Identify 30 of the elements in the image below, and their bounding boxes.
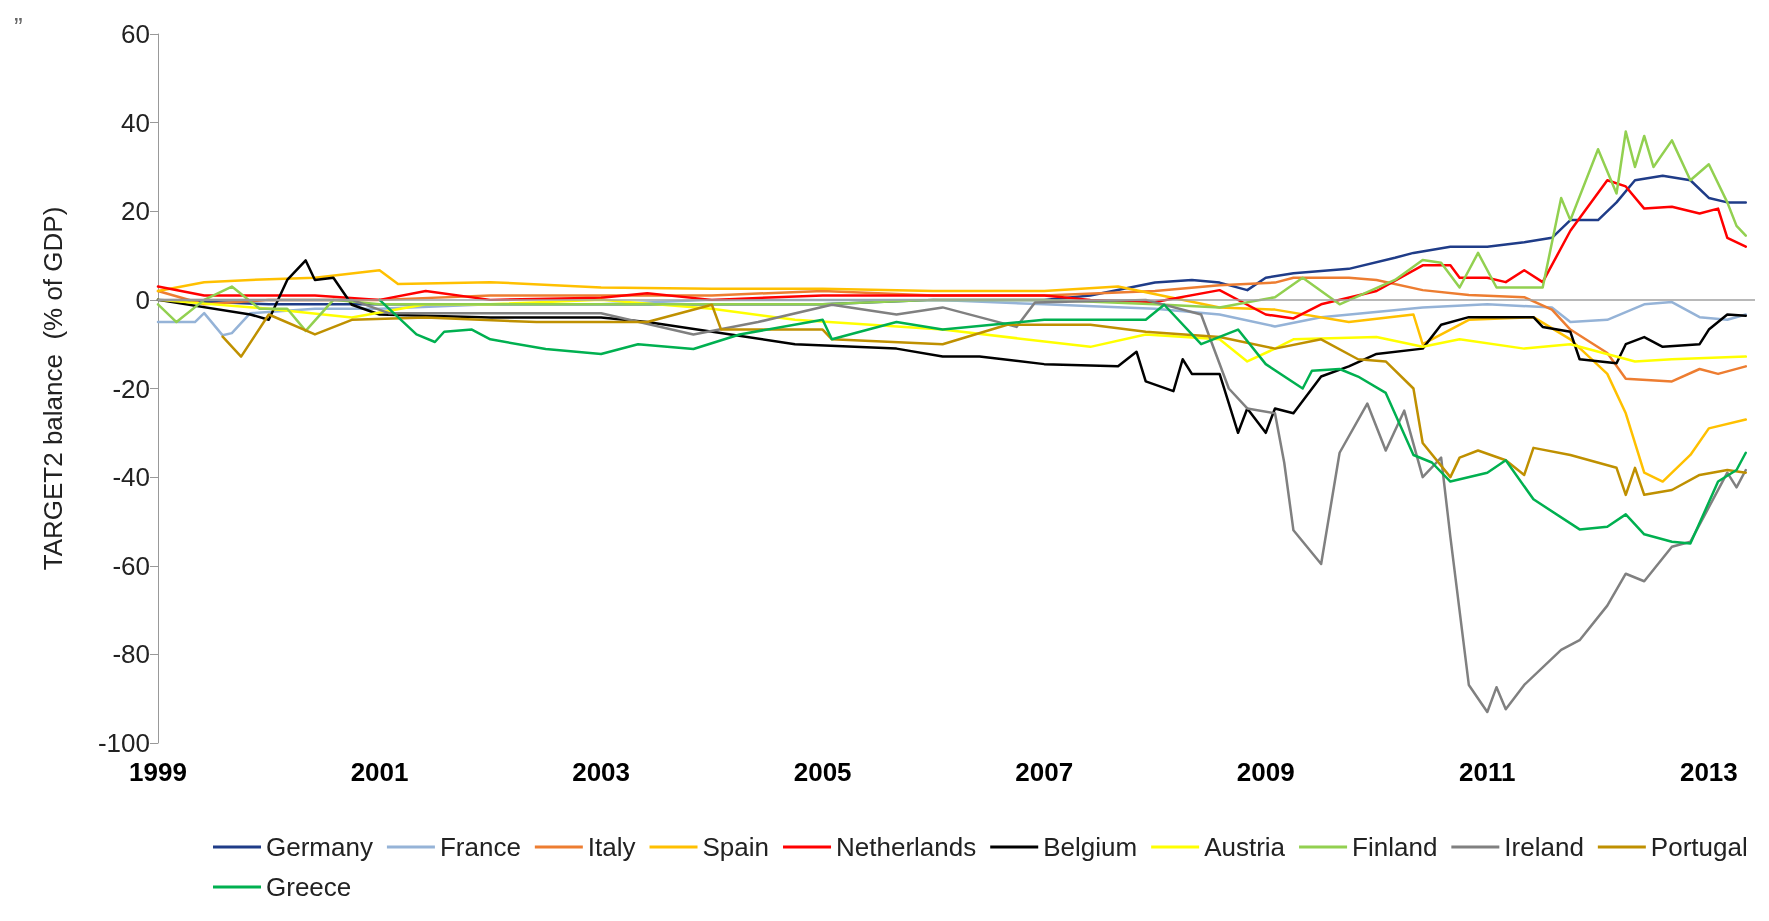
legend-label: Italy: [587, 832, 636, 862]
y-tick-label: 40: [121, 107, 150, 138]
x-tick-label: 2009: [1236, 757, 1295, 787]
x-tick-label: 2003: [572, 757, 631, 787]
y-tick-label: -100: [97, 728, 150, 758]
y-tick-label: -20: [112, 373, 150, 404]
legend-label: Ireland: [1504, 832, 1584, 862]
x-tick-label: 2011: [1459, 757, 1516, 787]
legend-label: Spain: [702, 832, 770, 862]
x-tick-label: 1999: [129, 757, 187, 787]
legend-label: Greece: [266, 872, 352, 902]
y-tick-label: 60: [121, 19, 150, 49]
x-tick-label: 2005: [793, 757, 852, 787]
legend-label: Germany: [266, 832, 373, 862]
legend-label: Belgium: [1043, 832, 1138, 862]
legend-label: Netherlands: [836, 832, 977, 862]
legend-label: Finland: [1352, 832, 1438, 862]
y-tick-label: 20: [121, 196, 150, 227]
y-tick-label: 0: [135, 284, 150, 315]
legend-label: France: [439, 832, 521, 862]
x-tick-label: 2007: [1015, 757, 1074, 787]
y-tick-label: -60: [112, 550, 150, 581]
x-tick-label: 2001: [350, 757, 409, 787]
y-axis-title: TARGET2 balance (% of GDP): [38, 206, 68, 571]
y-tick-label: -80: [112, 639, 150, 670]
text: ”: [14, 12, 23, 42]
legend-label: Austria: [1204, 832, 1286, 862]
x-tick-label: 2013: [1679, 757, 1738, 787]
legend-label: Portugal: [1650, 832, 1748, 862]
y-tick-label: -40: [112, 462, 150, 493]
